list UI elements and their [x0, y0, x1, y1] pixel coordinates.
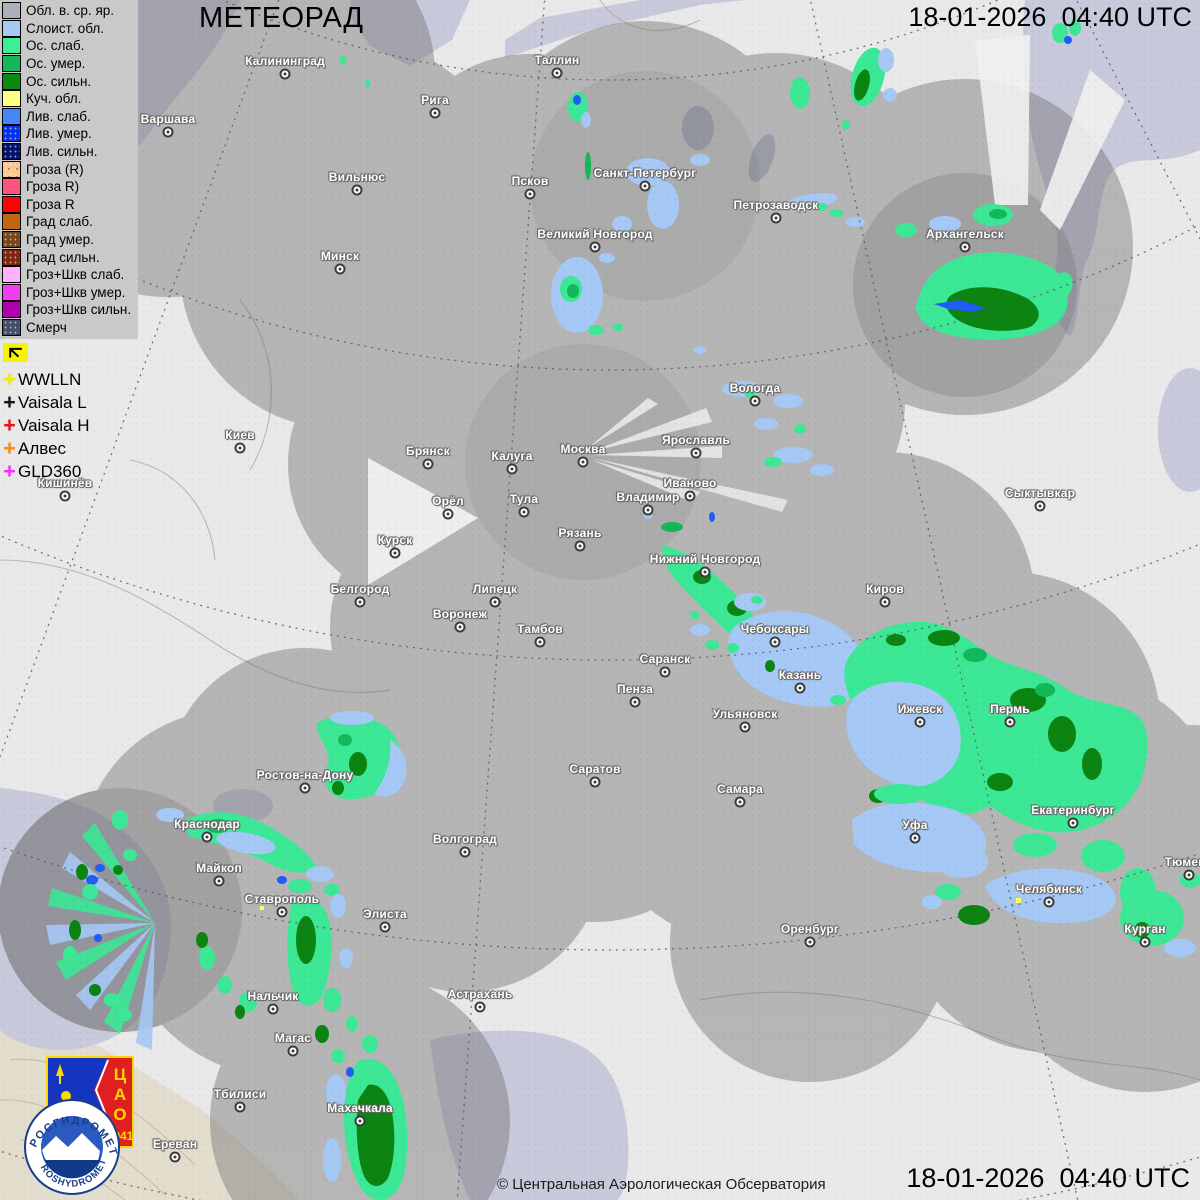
- legend-item: Гроз+Шкв слаб.: [2, 266, 138, 284]
- legend-label: Град умер.: [26, 232, 94, 248]
- legend-swatch-icon: [2, 195, 21, 213]
- legend-swatch-icon: [2, 90, 21, 108]
- legend-item: Лив. сильн.: [2, 143, 138, 161]
- emblem-letter: А: [114, 1085, 126, 1104]
- gulf-of-finland: [505, 0, 745, 58]
- legend-swatch-icon: [2, 283, 21, 301]
- legend-item: Лив. умер.: [2, 125, 138, 143]
- lightning-source-item: + Алвес: [1, 437, 90, 460]
- pechora-water: [1158, 368, 1200, 492]
- legend-swatch-icon: [2, 231, 21, 249]
- emblem-letter: О: [113, 1105, 126, 1124]
- legend-label: Обл. в. ср. яр.: [26, 3, 115, 19]
- legend-label: Ос. умер.: [26, 56, 86, 72]
- legend-label: Лив. слаб.: [26, 108, 91, 124]
- legend-swatch-icon: [2, 72, 21, 90]
- lightning-cross-icon: +: [3, 460, 16, 483]
- datetime-bottom: 18-01-2026 04:40 UTC: [906, 1163, 1190, 1193]
- legend-item: Град слаб.: [2, 213, 138, 231]
- legend-swatch-icon: [2, 2, 21, 20]
- roshydromet-ring: РОСГИДРОМЕТ ROSHYDROMET: [24, 1099, 120, 1195]
- legend-swatch-icon: [2, 213, 21, 231]
- legend-item: Ос. слаб.: [2, 37, 138, 55]
- legend-item: Гроза R): [2, 178, 138, 196]
- legend-label: Куч. обл.: [26, 91, 82, 107]
- legend-swatch-icon: [2, 160, 21, 178]
- legend-items: Обл. в. ср. яр. Слоист. обл. Ос. слаб. Ос. …: [2, 2, 138, 336]
- legend-label: Лив. умер.: [26, 126, 92, 142]
- legend-label: Град слаб.: [26, 214, 93, 230]
- legend-swatch-icon: [2, 55, 21, 73]
- legend-swatch-icon: [2, 301, 21, 319]
- datetime-top: 18-01-2026 04:40 UTC: [908, 2, 1192, 32]
- legend-label: Смерч: [26, 319, 67, 335]
- emblem-letter: Ц: [114, 1065, 127, 1084]
- lake-ladoga: [682, 106, 714, 150]
- legend-label: Град сильн.: [26, 249, 100, 265]
- legend-swatch-icon: [2, 125, 21, 143]
- legend-swatch-icon: [2, 248, 21, 266]
- lightning-source-item: + Vaisala L: [1, 391, 90, 414]
- gulf-of-riga: [350, 0, 470, 66]
- lightning-source-item: + GLD360: [1, 460, 90, 483]
- legend-item: Гроза (R): [2, 160, 138, 178]
- lightning-source-label: WWLLN: [18, 369, 82, 389]
- beam-blockage-wedges: [368, 35, 1125, 585]
- lightning-source-label: GLD360: [18, 461, 82, 481]
- legend-item: Град умер.: [2, 231, 138, 249]
- lightning-cross-icon: +: [3, 368, 16, 391]
- legend-item: Гроза R: [2, 195, 138, 214]
- flag-glyph: [8, 347, 22, 358]
- legend-label: Гроз+Шкв слаб.: [26, 267, 125, 283]
- lightning-cross-icon: +: [3, 391, 16, 414]
- lightning-source-item: + WWLLN: [1, 368, 90, 391]
- legend-swatch-icon: [2, 318, 21, 336]
- legend-label: Гроз+Шкв сильн.: [26, 302, 132, 318]
- legend-swatch-icon: [2, 19, 21, 37]
- page-title: МЕТЕОРАД: [199, 2, 364, 34]
- legend-item: Лив. слаб.: [2, 107, 138, 126]
- legend-label: Гроза R): [26, 179, 80, 195]
- precipitation-layer: [46, 20, 1200, 1200]
- lightning-source-label: Алвес: [18, 438, 67, 458]
- lightning-cross-icon: +: [3, 414, 16, 437]
- cao-roshydromet-logo: Ц А О 1941 РОСГИДРОМЕТ ROSHYDROMET: [24, 1056, 134, 1195]
- legend-label: Ос. сильн.: [26, 73, 92, 89]
- legend-label: Гроз+Шкв умер.: [26, 284, 126, 300]
- legend-label: Лив. сильн.: [26, 144, 98, 160]
- legend-swatch-icon: [2, 178, 21, 196]
- legend-item: Гроз+Шкв умер.: [2, 283, 138, 302]
- legend-item: Ос. сильн.: [2, 72, 138, 90]
- lightning-cross-icon: +: [3, 437, 16, 460]
- legend-label: Гроза R: [26, 196, 75, 212]
- legend-swatch-icon: [2, 143, 21, 161]
- legend-item: Обл. в. ср. яр.: [2, 2, 138, 20]
- legend-label: Ос. слаб.: [26, 38, 85, 54]
- legend-panel: Обл. в. ср. яр. Слоист. обл. Ос. слаб. Ос. …: [0, 0, 138, 340]
- caspian-sea: [430, 1030, 629, 1200]
- lightning-source-label: Vaisala L: [18, 392, 87, 412]
- lightning-source-item: + Vaisala H: [1, 414, 90, 437]
- lake-onega: [748, 134, 776, 182]
- legend-item: Смерч: [2, 318, 138, 337]
- legend-label: Слоист. обл.: [26, 20, 105, 36]
- copyright-text: © Центральная Аэрологическая Обсерватори…: [497, 1176, 826, 1193]
- legend-swatch-icon: [2, 37, 21, 55]
- legend-swatch-icon: [2, 266, 21, 284]
- squall-flag-icon: [3, 343, 28, 362]
- legend-item: Гроз+Шкв сильн.: [2, 301, 138, 319]
- legend-item: Град сильн.: [2, 248, 138, 266]
- legend-label: Гроза (R): [26, 161, 84, 177]
- legend-item: Куч. обл.: [2, 90, 138, 108]
- white-sea: [1022, 0, 1200, 336]
- lightning-source-label: Vaisala H: [18, 415, 90, 435]
- lightning-sources-list: + WWLLN + Vaisala L + Vaisala H + Алвес + GLD360: [1, 368, 90, 483]
- legend-item: Слоист. обл.: [2, 19, 138, 38]
- legend-swatch-icon: [2, 107, 21, 125]
- legend-item: Ос. умер.: [2, 55, 138, 73]
